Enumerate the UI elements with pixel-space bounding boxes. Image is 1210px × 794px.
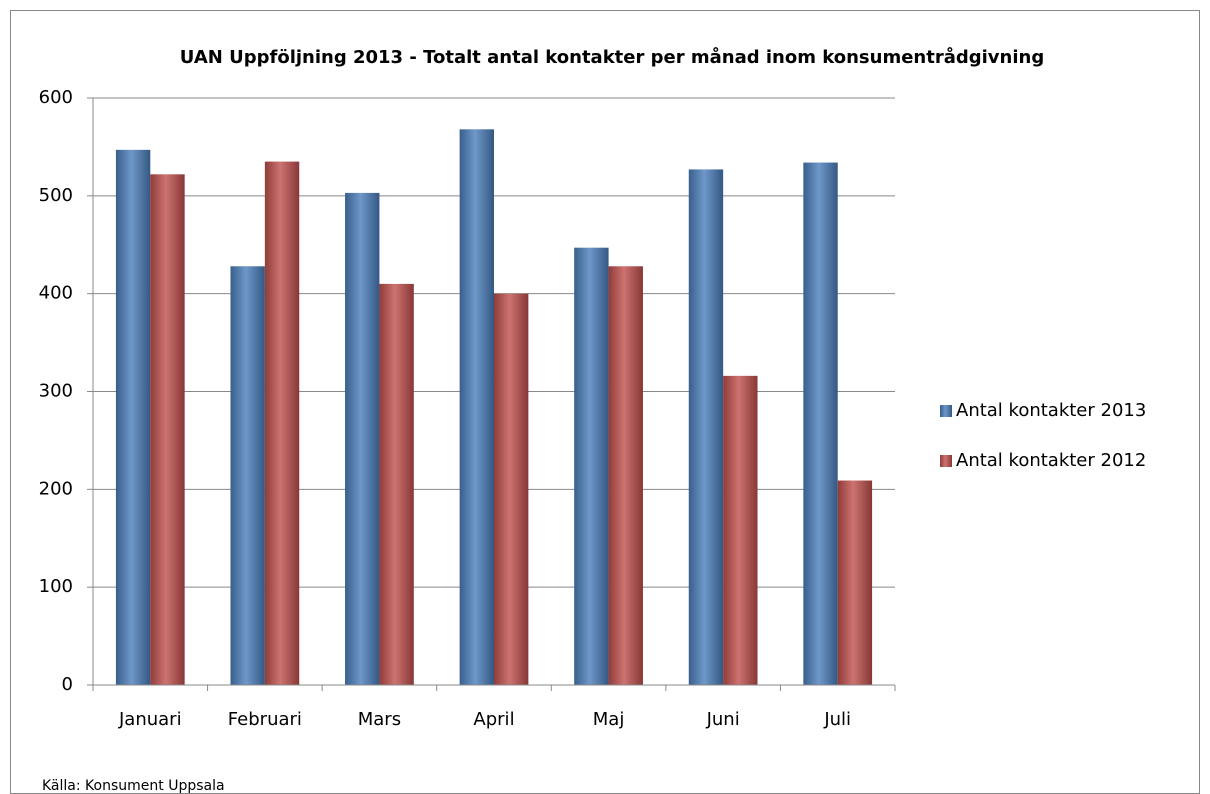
x-tick-label: Juni [706, 709, 740, 730]
bar [688, 169, 724, 685]
bar [379, 283, 414, 685]
source-note: Källa: Konsument Uppsala [42, 778, 225, 794]
bar [723, 375, 758, 685]
y-tick-label: 0 [62, 674, 73, 695]
bar [459, 129, 494, 686]
y-tick-label: 200 [39, 478, 73, 499]
bar [345, 192, 380, 686]
bar [150, 174, 185, 685]
y-tick-label: 400 [39, 283, 73, 304]
chart-title: UAN Uppföljning 2013 - Totalt antal kont… [180, 46, 1044, 68]
x-tick-label: Juli [823, 709, 851, 730]
y-tick-label: 600 [39, 87, 73, 108]
x-tick-label: Januari [118, 709, 182, 730]
legend-label: Antal kontakter 2013 [956, 400, 1146, 421]
legend-swatch [940, 405, 952, 417]
y-tick-label: 300 [39, 381, 73, 402]
bar [574, 247, 609, 685]
bar [608, 266, 643, 685]
x-tick-label: Mars [358, 709, 401, 730]
bar [803, 162, 838, 685]
bar [115, 149, 151, 685]
x-tick-label: Maj [593, 709, 625, 730]
x-tick-label: Februari [228, 709, 302, 730]
legend-swatch [940, 455, 952, 467]
bar [230, 266, 265, 685]
bar [494, 293, 529, 685]
y-tick-label: 100 [39, 576, 73, 597]
x-tick-label: April [473, 709, 514, 730]
y-tick-label: 500 [39, 185, 73, 206]
bar [264, 161, 300, 685]
bar [837, 480, 873, 685]
legend-label: Antal kontakter 2012 [956, 450, 1146, 471]
